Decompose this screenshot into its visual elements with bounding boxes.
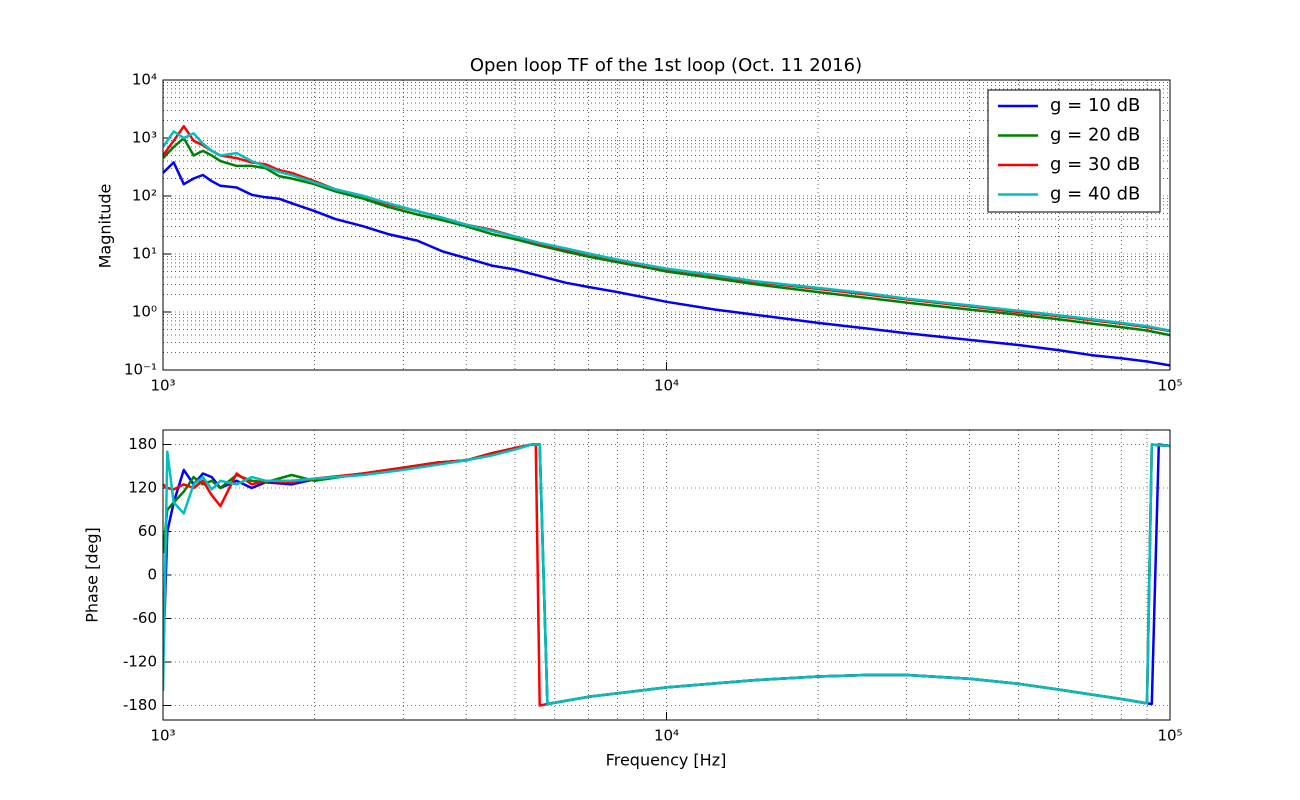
x-tick-label: 10⁵ <box>1157 727 1182 745</box>
data-line <box>163 130 1170 332</box>
plot-area <box>163 443 1170 707</box>
chart-title: Open loop TF of the 1st loop (Oct. 11 20… <box>470 55 862 76</box>
y-tick-label: 10⁰ <box>132 303 157 321</box>
axes-frame <box>162 79 1171 371</box>
legend-label: g = 10 dB <box>1050 95 1140 116</box>
y-axis-label: Phase [deg] <box>83 527 102 623</box>
x-tick-label: 10³ <box>150 727 175 745</box>
y-tick-label: 60 <box>138 522 157 540</box>
data-line <box>163 136 1170 337</box>
x-axis-label: Frequency [Hz] <box>606 751 727 770</box>
axes-frame <box>162 429 1171 721</box>
legend-label: g = 30 dB <box>1050 154 1140 175</box>
data-line <box>163 161 1170 367</box>
y-tick-label: 10⁻¹ <box>124 361 157 379</box>
y-tick-label: 180 <box>128 435 157 453</box>
legend-box <box>987 89 1161 213</box>
data-line <box>163 443 1170 706</box>
y-axis-label: Magnitude <box>96 184 115 269</box>
y-tick-label: -120 <box>123 653 157 671</box>
y-tick-label: 10¹ <box>132 245 157 263</box>
y-tick-label: 10² <box>132 187 157 205</box>
plot-area <box>163 124 1170 367</box>
y-tick-label: 10³ <box>132 129 157 147</box>
y-tick-label: -180 <box>123 696 157 714</box>
x-tick-label: 10⁵ <box>1157 377 1182 395</box>
y-tick-label: -60 <box>133 609 158 627</box>
legend-label: g = 40 dB <box>1050 184 1140 205</box>
legend-label: g = 20 dB <box>1050 125 1140 146</box>
y-tick-label: 10⁴ <box>132 71 157 89</box>
y-tick-label: 120 <box>128 479 157 497</box>
x-tick-label: 10³ <box>150 377 175 395</box>
x-tick-label: 10⁴ <box>654 377 679 395</box>
x-tick-label: 10⁴ <box>654 727 679 745</box>
y-tick-label: 0 <box>147 566 157 584</box>
